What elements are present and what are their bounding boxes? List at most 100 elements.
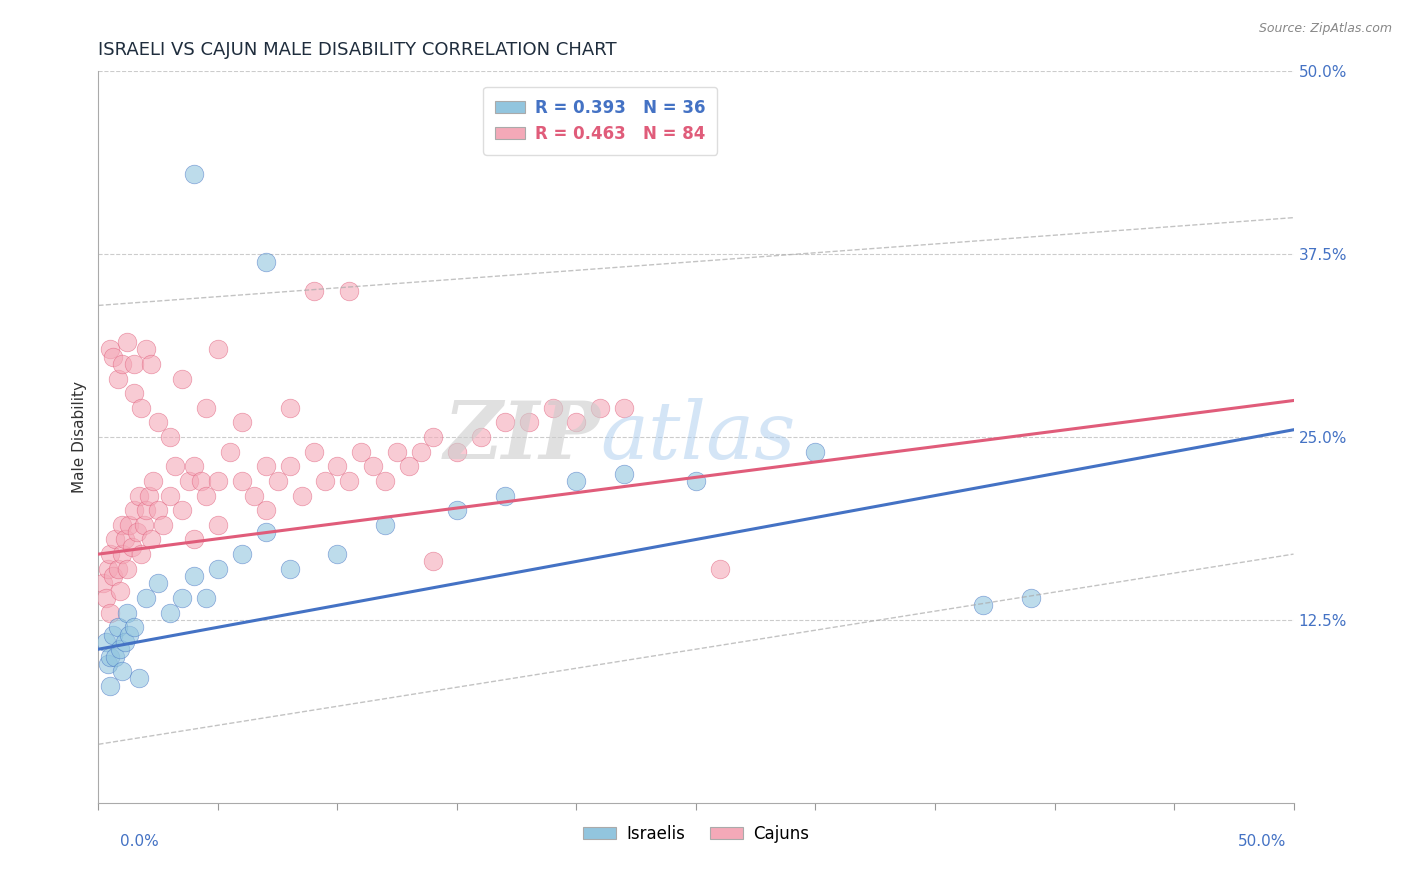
Point — [172, 371, 194, 385]
Point — [190, 474, 212, 488]
Point — [97, 562, 120, 576]
Point — [207, 562, 229, 576]
Point — [111, 517, 134, 532]
Point — [254, 254, 277, 268]
Point — [183, 569, 205, 583]
Point — [159, 606, 181, 620]
Point — [114, 533, 136, 547]
Point — [326, 459, 349, 474]
Point — [111, 357, 134, 371]
Point — [98, 649, 122, 664]
Point — [1019, 591, 1042, 605]
Point — [195, 591, 218, 605]
Text: atlas: atlas — [600, 399, 796, 475]
Point — [565, 474, 588, 488]
Point — [124, 503, 146, 517]
Point — [163, 459, 186, 474]
Point — [278, 459, 301, 474]
Point — [98, 547, 122, 561]
Point — [139, 357, 162, 371]
Point — [231, 416, 253, 430]
Point — [302, 444, 325, 458]
Point — [446, 503, 468, 517]
Point — [422, 430, 444, 444]
Legend: Israelis, Cajuns: Israelis, Cajuns — [576, 818, 815, 849]
Point — [118, 517, 141, 532]
Point — [159, 489, 181, 503]
Point — [541, 401, 564, 415]
Point — [374, 474, 396, 488]
Point — [115, 606, 138, 620]
Point — [709, 562, 731, 576]
Point — [517, 416, 540, 430]
Point — [98, 606, 122, 620]
Point — [148, 503, 170, 517]
Point — [128, 672, 150, 686]
Point — [104, 649, 127, 664]
Text: 50.0%: 50.0% — [1239, 834, 1286, 849]
Point — [98, 343, 122, 357]
Point — [494, 489, 516, 503]
Point — [278, 562, 301, 576]
Point — [115, 562, 138, 576]
Point — [94, 635, 117, 649]
Text: ISRAELI VS CAJUN MALE DISABILITY CORRELATION CHART: ISRAELI VS CAJUN MALE DISABILITY CORRELA… — [98, 41, 617, 59]
Point — [350, 444, 373, 458]
Point — [148, 576, 170, 591]
Point — [374, 517, 396, 532]
Point — [589, 401, 612, 415]
Text: Source: ZipAtlas.com: Source: ZipAtlas.com — [1258, 22, 1392, 36]
Point — [135, 503, 157, 517]
Point — [385, 444, 409, 458]
Point — [326, 547, 349, 561]
Point — [302, 284, 325, 298]
Point — [124, 386, 146, 401]
Point — [207, 517, 229, 532]
Point — [97, 657, 120, 671]
Point — [124, 620, 146, 634]
Point — [124, 357, 146, 371]
Point — [195, 401, 218, 415]
Point — [172, 591, 194, 605]
Point — [339, 474, 361, 488]
Point — [172, 503, 194, 517]
Text: 0.0%: 0.0% — [120, 834, 159, 849]
Point — [118, 627, 141, 641]
Point — [159, 430, 181, 444]
Point — [494, 416, 516, 430]
Point — [219, 444, 242, 458]
Point — [111, 547, 134, 561]
Point — [128, 489, 150, 503]
Point — [125, 525, 148, 540]
Point — [132, 517, 155, 532]
Point — [94, 591, 117, 605]
Point — [152, 517, 174, 532]
Point — [267, 474, 290, 488]
Point — [195, 489, 218, 503]
Point — [613, 401, 636, 415]
Point — [231, 547, 253, 561]
Point — [339, 284, 361, 298]
Point — [108, 583, 131, 598]
Point — [363, 459, 385, 474]
Point — [254, 459, 277, 474]
Point — [131, 401, 153, 415]
Point — [101, 627, 124, 641]
Point — [135, 591, 157, 605]
Point — [411, 444, 433, 458]
Point — [422, 554, 444, 568]
Point — [121, 540, 143, 554]
Point — [91, 576, 114, 591]
Point — [207, 474, 229, 488]
Point — [101, 350, 124, 364]
Point — [183, 459, 205, 474]
Point — [278, 401, 301, 415]
Point — [254, 503, 277, 517]
Point — [398, 459, 420, 474]
Point — [135, 343, 157, 357]
Point — [98, 679, 122, 693]
Point — [148, 416, 170, 430]
Point — [183, 167, 205, 181]
Point — [685, 474, 707, 488]
Point — [183, 533, 205, 547]
